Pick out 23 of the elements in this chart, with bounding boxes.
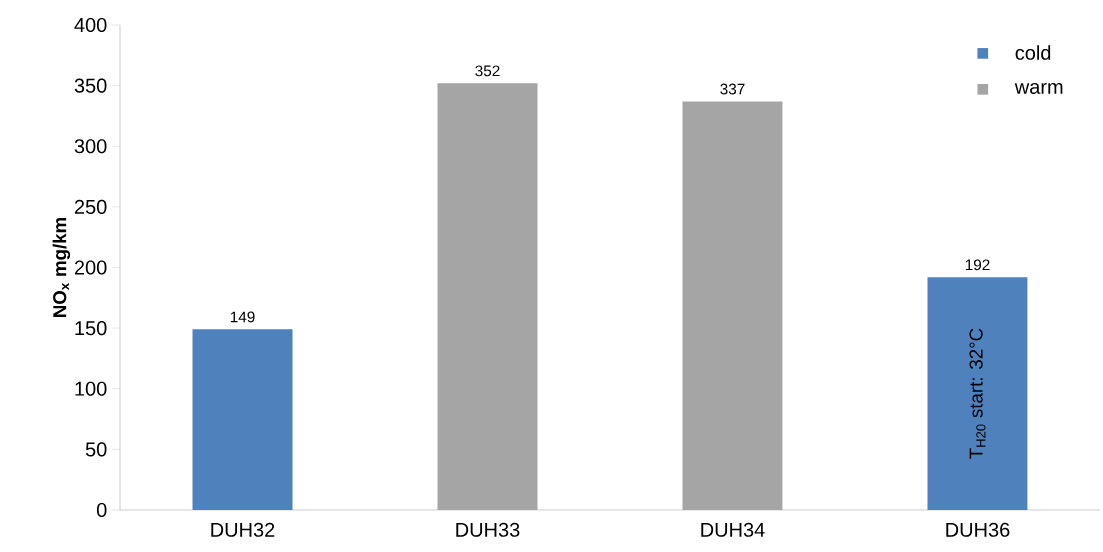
- x-tick-label: DUH32: [211, 522, 275, 537]
- y-tick-label: 100: [75, 381, 107, 396]
- y-tick-label: 250: [74, 199, 107, 214]
- y-tick-label: 0: [96, 502, 107, 518]
- data-label: 352: [475, 65, 500, 77]
- x-tick-label: DUH34: [701, 522, 765, 537]
- data-label: 337: [720, 83, 745, 95]
- data-label: 149: [230, 311, 255, 323]
- legend-label: warm: [1014, 82, 1063, 94]
- y-tick-label: 200: [74, 260, 107, 275]
- bar: [192, 329, 293, 510]
- y-tick-label: 400: [74, 17, 107, 33]
- y-tick-label: 350: [74, 78, 107, 93]
- y-tick-label: 150: [75, 321, 107, 336]
- x-tick-label: DUH33: [456, 522, 520, 537]
- data-label: 192: [965, 259, 990, 271]
- y-tick-label: 300: [74, 139, 107, 154]
- y-tick-label: 50: [85, 442, 107, 457]
- legend-label: cold: [1015, 45, 1051, 60]
- x-tick-label: DUH36: [946, 522, 1010, 537]
- y-axis-title: NO$_{x}$ mg/km: [52, 217, 71, 317]
- bar: [927, 277, 1028, 510]
- annotation: T$_{H20}$ start: 32°C: [969, 328, 986, 459]
